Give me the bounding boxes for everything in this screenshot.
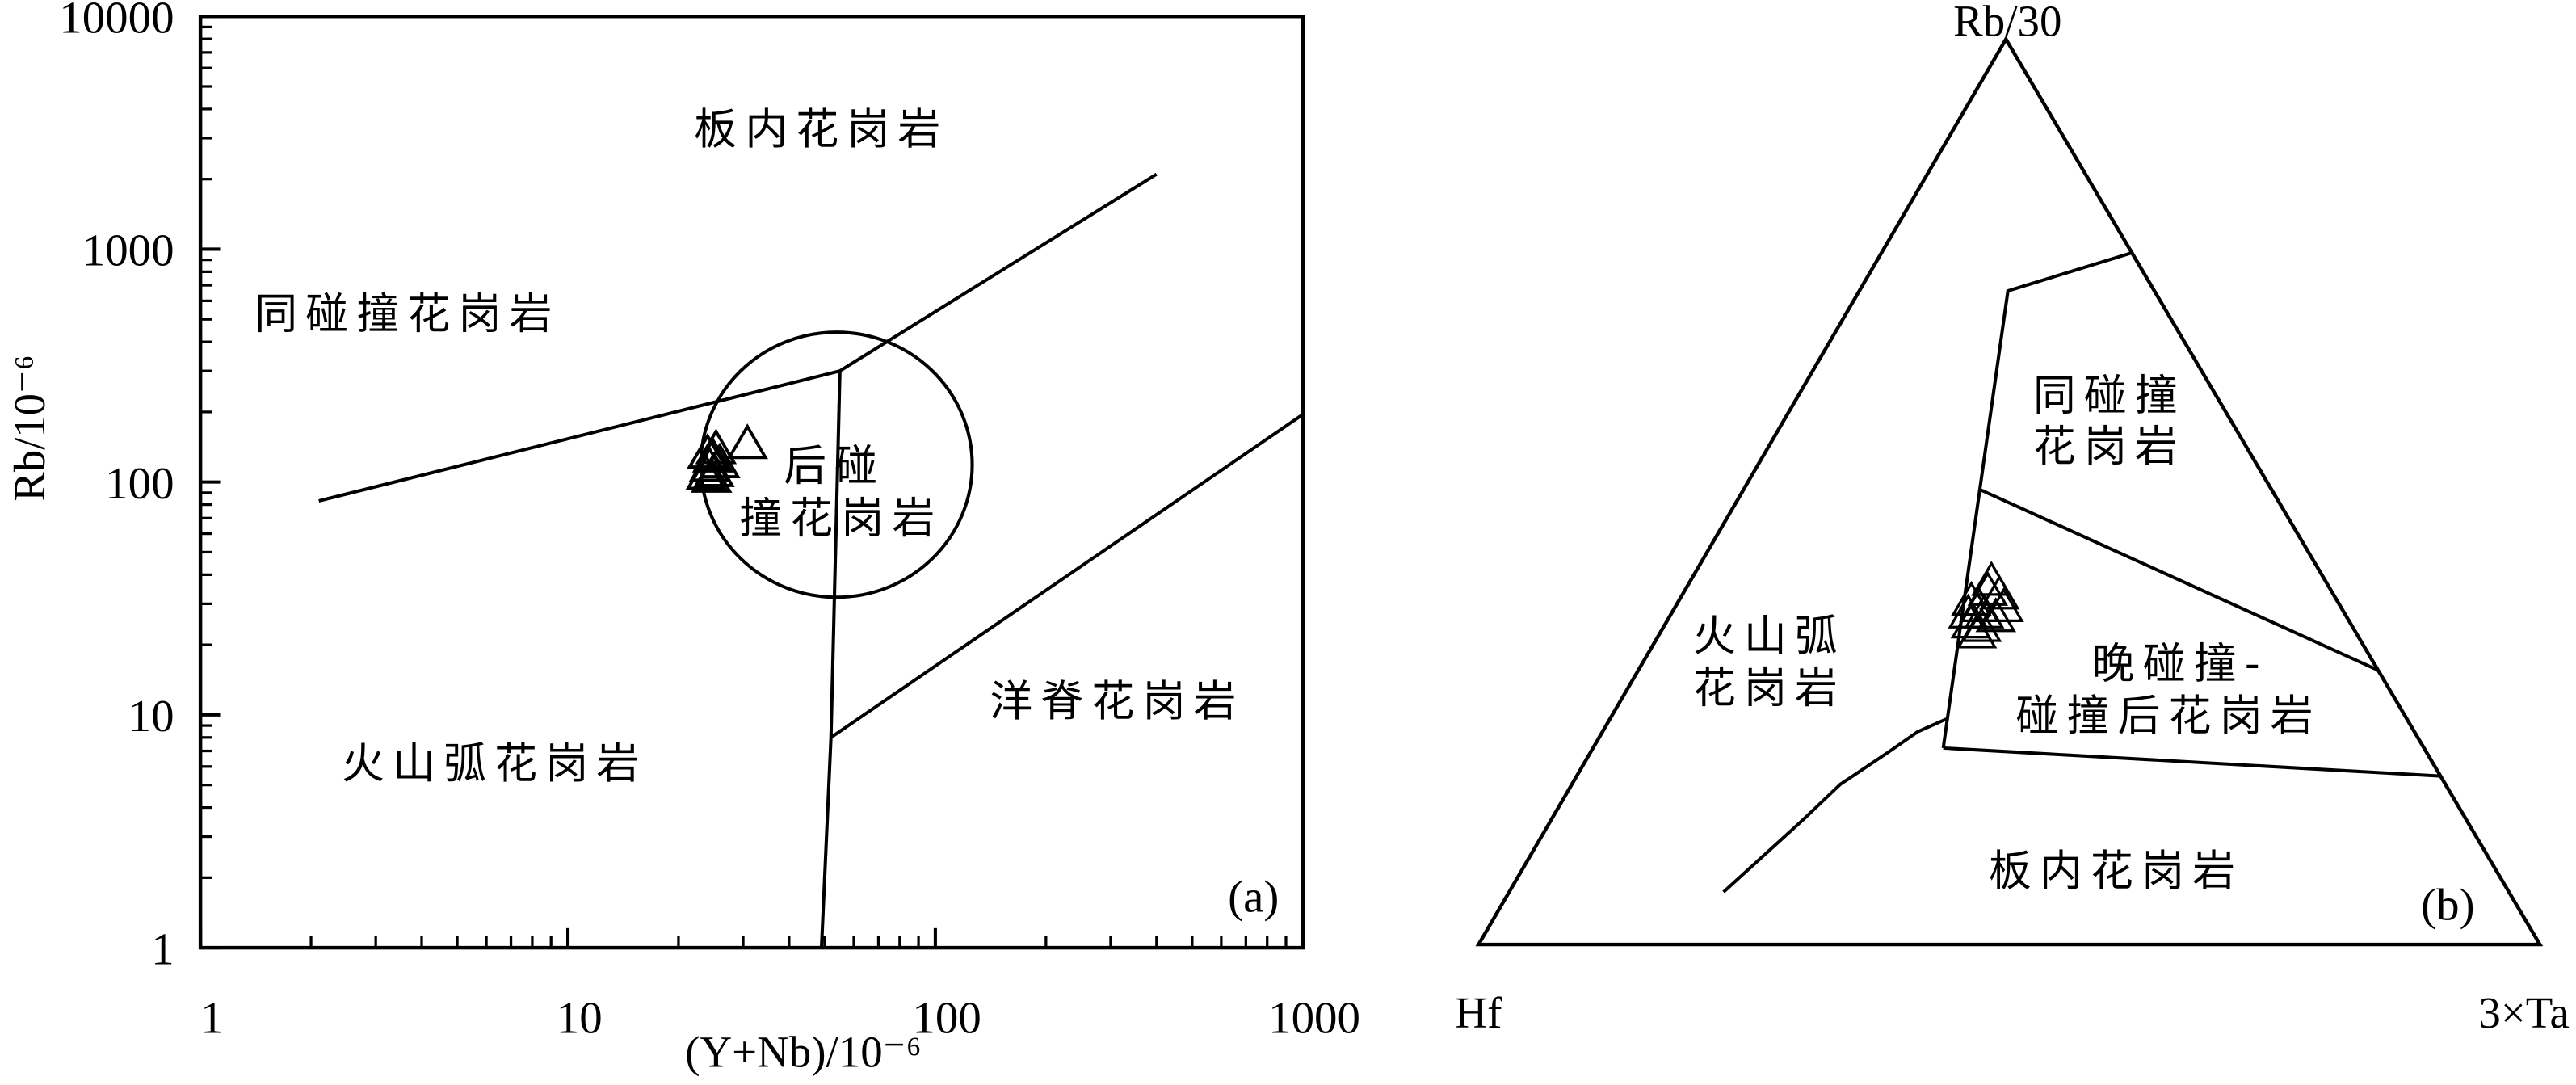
field-boundary-line [830, 413, 1304, 739]
ternary-frame [1475, 36, 2544, 947]
apex-label-left: Hf [1455, 988, 1502, 1037]
y-tick-label: 100 [105, 458, 174, 509]
y-tick-label: 10 [128, 691, 174, 742]
y-tick-label: 1 [151, 923, 174, 974]
x-tick-label: 1 [200, 992, 223, 1043]
y-tick-label: 1000 [82, 225, 174, 276]
x-tick-label: 1000 [1268, 992, 1360, 1043]
tick-labels: 1 10 100 1000 1 10 100 1000 10000 [59, 0, 1360, 1043]
field-label: 碰撞后花岗岩 [2016, 692, 2322, 741]
data-point-triangle [726, 423, 768, 460]
x-tick-label: 10 [557, 992, 603, 1043]
data-point-triangle [1979, 574, 2020, 610]
x-axis-label: (Y+Nb)/10⁻⁶ [685, 1028, 922, 1077]
data-points [1948, 561, 2024, 649]
field-label: 板内花岗岩 [694, 105, 948, 154]
data-point-triangle [1956, 613, 1998, 649]
y-tick-label: 10000 [59, 0, 174, 43]
data-point-triangle [1983, 587, 2024, 623]
panel-b: Rb/30 Hf 3×Ta 同碰撞 花岗岩 火山弧 花岗岩 晚碰撞- 碰撞后花岗… [1455, 0, 2569, 1037]
field-labels: 同碰撞 花岗岩 火山弧 花岗岩 晚碰撞- 碰撞后花岗岩 板内花岗岩 [1693, 372, 2322, 896]
panel-label: (b) [2421, 880, 2474, 931]
x-tick-label: 100 [912, 992, 981, 1043]
y-axis-label: Rb/10⁻⁶ [5, 355, 54, 501]
field-boundaries [1722, 251, 2441, 894]
field-label: 晚碰撞- [2092, 640, 2268, 689]
data-point-triangle [1951, 580, 1992, 616]
field-boundary-line [1980, 488, 2379, 672]
data-point-triangle [695, 428, 738, 465]
field-label: 板内花岗岩 [1989, 847, 2243, 896]
field-boundary-line [1722, 717, 1948, 894]
field-label: 洋脊花岗岩 [990, 677, 1244, 726]
field-label: 后碰 [784, 442, 885, 491]
field-label: 花岗岩 [1693, 664, 1846, 713]
field-boundary-line [1943, 746, 2441, 778]
field-label: 同碰撞 [2033, 372, 2186, 421]
field-label: 同碰撞花岗岩 [254, 290, 560, 339]
plot-frame [198, 15, 1305, 950]
field-label: 撞花岗岩 [739, 494, 943, 543]
field-labels: 板内花岗岩 同碰撞花岗岩 后碰 撞花岗岩 洋脊花岗岩 火山弧花岗岩 [254, 105, 1244, 789]
field-label: 花岗岩 [2033, 423, 2186, 472]
data-point-triangle [1948, 593, 1989, 629]
panel-a: 1 10 100 1000 1 10 100 1000 10000 板内花岗岩 同碰撞花岗岩 后… [5, 0, 1360, 1077]
data-point-triangle [691, 456, 733, 493]
data-point-triangle [685, 454, 728, 490]
axis-ticks [199, 15, 1305, 950]
field-label: 火山弧花岗岩 [342, 739, 647, 789]
field-label: 火山弧 [1693, 612, 1846, 661]
apex-label-top: Rb/30 [1953, 0, 2061, 45]
apex-label-right: 3×Ta [2478, 988, 2569, 1037]
panel-label: (a) [1228, 872, 1279, 923]
data-points [685, 423, 768, 493]
